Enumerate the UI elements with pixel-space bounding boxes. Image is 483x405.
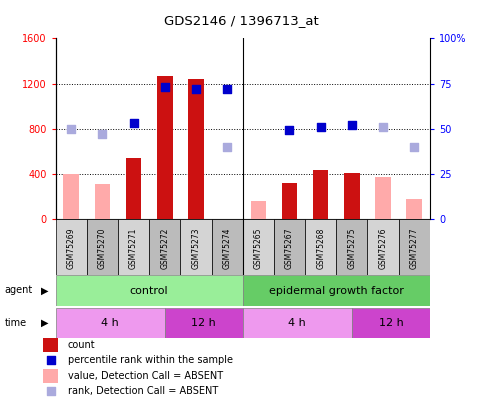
Point: [223, 86, 231, 92]
Bar: [375, 177, 391, 219]
Bar: [188, 79, 204, 219]
Bar: [407, 199, 422, 219]
Text: GSM75267: GSM75267: [285, 227, 294, 269]
Text: GSM75268: GSM75268: [316, 227, 325, 269]
Bar: [126, 158, 142, 219]
Text: GSM75270: GSM75270: [98, 227, 107, 269]
Text: time: time: [5, 318, 27, 328]
Text: 12 h: 12 h: [191, 318, 216, 328]
Bar: [251, 200, 266, 219]
Text: agent: agent: [5, 286, 33, 295]
Bar: [118, 219, 149, 275]
Bar: [56, 308, 165, 338]
Text: GSM75269: GSM75269: [67, 227, 76, 269]
Bar: [274, 219, 305, 275]
Bar: [313, 170, 328, 219]
Bar: [336, 219, 368, 275]
Point: [99, 131, 106, 137]
Bar: [149, 219, 180, 275]
Text: count: count: [68, 340, 96, 350]
Text: percentile rank within the sample: percentile rank within the sample: [68, 355, 233, 365]
Point: [285, 127, 293, 134]
Point: [192, 86, 200, 92]
Text: GSM75274: GSM75274: [223, 227, 232, 269]
Point: [317, 124, 325, 130]
Text: GDS2146 / 1396713_at: GDS2146 / 1396713_at: [164, 14, 319, 27]
Text: ▶: ▶: [41, 286, 49, 295]
Bar: [242, 308, 352, 338]
Bar: [344, 173, 360, 219]
Text: control: control: [130, 286, 169, 296]
Point: [129, 120, 137, 126]
Bar: [56, 275, 242, 306]
Point: [47, 388, 55, 394]
Point: [67, 126, 75, 132]
Point: [379, 124, 387, 130]
Text: 12 h: 12 h: [379, 318, 403, 328]
Bar: [87, 219, 118, 275]
Text: GSM75273: GSM75273: [191, 227, 200, 269]
Text: rank, Detection Call = ABSENT: rank, Detection Call = ABSENT: [68, 386, 218, 396]
Bar: [165, 308, 242, 338]
Text: ▶: ▶: [41, 318, 49, 328]
Text: GSM75271: GSM75271: [129, 227, 138, 269]
Bar: [352, 308, 430, 338]
Bar: [180, 219, 212, 275]
Text: GSM75276: GSM75276: [379, 227, 387, 269]
Point: [348, 122, 356, 128]
Bar: [368, 219, 398, 275]
Text: GSM75275: GSM75275: [347, 227, 356, 269]
Text: GSM75277: GSM75277: [410, 227, 419, 269]
Bar: [305, 219, 336, 275]
Bar: [56, 219, 87, 275]
Bar: [43, 338, 58, 352]
Point: [223, 143, 231, 150]
Text: 4 h: 4 h: [288, 318, 306, 328]
Bar: [212, 219, 242, 275]
Bar: [398, 219, 430, 275]
Text: value, Detection Call = ABSENT: value, Detection Call = ABSENT: [68, 371, 223, 381]
Bar: [242, 219, 274, 275]
Text: GSM75272: GSM75272: [160, 227, 169, 269]
Point: [411, 143, 418, 150]
Bar: [95, 184, 110, 219]
Bar: [242, 275, 430, 306]
Text: epidermal growth factor: epidermal growth factor: [269, 286, 404, 296]
Bar: [157, 76, 172, 219]
Bar: [282, 183, 298, 219]
Point: [161, 84, 169, 90]
Point: [47, 357, 55, 364]
Bar: [63, 174, 79, 219]
Text: 4 h: 4 h: [101, 318, 119, 328]
Bar: [43, 369, 58, 383]
Text: GSM75265: GSM75265: [254, 227, 263, 269]
